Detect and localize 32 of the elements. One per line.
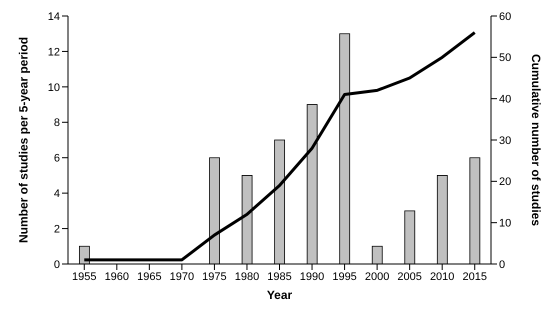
y-tick-label: 10 [48,82,60,94]
y-tick-label: 4 [54,188,60,200]
x-tick-label: 1980 [234,270,260,283]
y-tick-label: 8 [54,117,60,130]
x-tick-label: 1965 [137,270,162,283]
x-tick-label: 1970 [170,270,194,283]
y-tick-label: 12 [48,46,60,58]
y2-tick-label: 0 [499,258,506,271]
y2-tick-label: 10 [499,218,512,230]
y-tick-label: 0 [54,258,60,271]
y-axis-title: Number of studies per 5-year period [16,36,30,244]
y-tick-label: 2 [54,223,60,236]
x-tick-label: 1975 [202,270,227,283]
y2-axis-title: Cumulative number of studies [528,54,543,226]
x-tick-label: 1995 [332,270,357,283]
x-tick-label: 2010 [430,270,454,283]
x-tick-label: 2000 [364,270,390,283]
y2-tick-label: 20 [499,176,512,188]
y2-tick-label: 30 [499,134,512,147]
y-tick-label: 6 [54,152,60,165]
x-tick-label: 1955 [72,270,97,283]
line-series [82,31,476,262]
x-tick-label: 1990 [300,270,324,283]
x-tick-label: 2015 [462,270,487,283]
y2-tick-label: 40 [499,94,512,106]
x-tick-label: 2005 [397,270,422,283]
y2-tick-label: 50 [499,52,512,64]
y2-tick-label: 60 [499,10,512,23]
x-tick-label: 1960 [104,270,130,283]
y-tick-label: 14 [48,10,60,23]
x-tick-label: 1985 [267,270,292,283]
x-axis-title: Year [266,288,293,302]
